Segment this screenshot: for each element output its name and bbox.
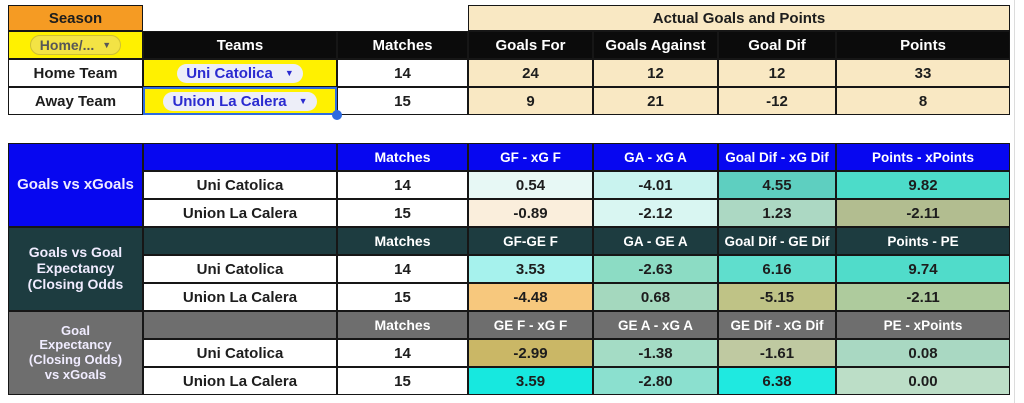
data-cell: 9.82 (836, 171, 1010, 199)
away-team-dropdown[interactable]: Union La Calera ▼ (163, 91, 317, 111)
data-cell: 6.16 (718, 255, 836, 283)
points-column-header: Points (836, 31, 1010, 59)
goals-vs-goal-expectancy-table: Goals vs Goal Expectancy (Closing Odds M… (8, 227, 1010, 311)
data-cell: 12 (718, 59, 836, 87)
data-cell: -2.80 (593, 367, 718, 395)
data-cell: 4.55 (718, 171, 836, 199)
data-cell: 9.74 (836, 255, 1010, 283)
col-header-goaldif-gedif: Goal Dif - GE Dif (718, 227, 836, 255)
col-header-gf-xgf: GF - xG F (468, 143, 593, 171)
selection-fill-handle[interactable] (332, 110, 342, 120)
home-away-filter-cell[interactable]: Home/... ▼ (8, 31, 143, 59)
spacer-cell (337, 5, 468, 31)
data-cell: -1.38 (593, 339, 718, 367)
data-cell: -2.63 (593, 255, 718, 283)
data-cell: -2.12 (593, 199, 718, 227)
data-cell: -2.11 (836, 283, 1010, 311)
home-away-filter-dropdown[interactable]: Home/... ▼ (29, 35, 122, 55)
goal-expectancy-vs-xgoals-table: Goal Expectancy (Closing Odds) vs xGoals… (8, 311, 1010, 395)
section-label-goal-expectancy-vs-xgoals: Goal Expectancy (Closing Odds) vs xGoals (8, 311, 143, 395)
home-team-label: Home Team (8, 59, 143, 87)
sheet-gridline (1014, 0, 1015, 403)
data-cell: -5.15 (718, 283, 836, 311)
home-matches-cell: 14 (337, 59, 468, 87)
data-cell: 0.54 (468, 171, 593, 199)
col-header-gef-xgf: GE F - xG F (468, 311, 593, 339)
matches-column-header: Matches (337, 31, 468, 59)
away-matches-cell: 15 (337, 87, 468, 115)
spacer-cell (143, 5, 337, 31)
home-team-selector-cell[interactable]: Uni Catolica ▼ (143, 59, 337, 87)
data-cell: -0.89 (468, 199, 593, 227)
home-team-dropdown[interactable]: Uni Catolica ▼ (177, 63, 303, 83)
col-header-points-pe: Points - PE (836, 227, 1010, 255)
spacer-cell (143, 143, 337, 171)
away-team-label: Away Team (8, 87, 143, 115)
actual-goals-table: Season Actual Goals and Points Home/... … (8, 5, 1010, 115)
goals-for-column-header: Goals For (468, 31, 593, 59)
data-cell: -2.99 (468, 339, 593, 367)
teams-column-header: Teams (143, 31, 337, 59)
season-header: Season (8, 5, 143, 31)
data-cell: 3.53 (468, 255, 593, 283)
team-name-cell: Uni Catolica (143, 171, 337, 199)
data-cell: -1.61 (718, 339, 836, 367)
matches-cell: 14 (337, 255, 468, 283)
chevron-down-icon: ▼ (298, 95, 308, 106)
away-team-selector-cell[interactable]: Union La Calera ▼ (143, 87, 337, 115)
data-cell: 3.59 (468, 367, 593, 395)
data-cell: 21 (593, 87, 718, 115)
col-header-gf-gef: GF-GE F (468, 227, 593, 255)
data-cell: 0.00 (836, 367, 1010, 395)
filter-label: Home/... (39, 37, 95, 53)
matches-column-header: Matches (337, 311, 468, 339)
col-header-gea-xga: GE A - xG A (593, 311, 718, 339)
data-cell: 9 (468, 87, 593, 115)
data-cell: 6.38 (718, 367, 836, 395)
spacer-cell (143, 311, 337, 339)
team-name-cell: Uni Catolica (143, 255, 337, 283)
matches-cell: 15 (337, 199, 468, 227)
matches-column-header: Matches (337, 227, 468, 255)
data-cell: -2.11 (836, 199, 1010, 227)
team-name-cell: Union La Calera (143, 367, 337, 395)
away-team-name: Union La Calera (172, 92, 287, 110)
chevron-down-icon: ▼ (284, 67, 294, 78)
matches-cell: 14 (337, 171, 468, 199)
section-label-goals-vs-goal-expectancy: Goals vs Goal Expectancy (Closing Odds (8, 227, 143, 311)
goals-against-column-header: Goals Against (593, 31, 718, 59)
col-header-ga-gea: GA - GE A (593, 227, 718, 255)
goal-dif-column-header: Goal Dif (718, 31, 836, 59)
team-name-cell: Uni Catolica (143, 339, 337, 367)
actual-goals-points-header: Actual Goals and Points (468, 5, 1010, 31)
home-team-name: Uni Catolica (186, 64, 273, 82)
matches-cell: 15 (337, 283, 468, 311)
matches-column-header: Matches (337, 143, 468, 171)
data-cell: 8 (836, 87, 1010, 115)
data-cell: -4.48 (468, 283, 593, 311)
section-label-goals-vs-xgoals: Goals vs xGoals (8, 143, 143, 227)
team-name-cell: Union La Calera (143, 283, 337, 311)
data-cell: 1.23 (718, 199, 836, 227)
data-cell: -12 (718, 87, 836, 115)
team-name-cell: Union La Calera (143, 199, 337, 227)
data-cell: 24 (468, 59, 593, 87)
col-header-ga-xga: GA - xG A (593, 143, 718, 171)
matches-cell: 14 (337, 339, 468, 367)
col-header-pe-xpoints: PE - xPoints (836, 311, 1010, 339)
data-cell: -4.01 (593, 171, 718, 199)
chevron-down-icon: ▼ (102, 39, 112, 50)
data-cell: 0.08 (836, 339, 1010, 367)
data-cell: 0.68 (593, 283, 718, 311)
col-header-gedif-xgdif: GE Dif - xG Dif (718, 311, 836, 339)
data-cell: 33 (836, 59, 1010, 87)
data-cell: 12 (593, 59, 718, 87)
col-header-points-xpoints: Points - xPoints (836, 143, 1010, 171)
col-header-goaldif-xgdif: Goal Dif - xG Dif (718, 143, 836, 171)
matches-cell: 15 (337, 367, 468, 395)
spacer-cell (143, 227, 337, 255)
goals-vs-xgoals-table: Goals vs xGoals Matches GF - xG F GA - x… (8, 143, 1010, 227)
